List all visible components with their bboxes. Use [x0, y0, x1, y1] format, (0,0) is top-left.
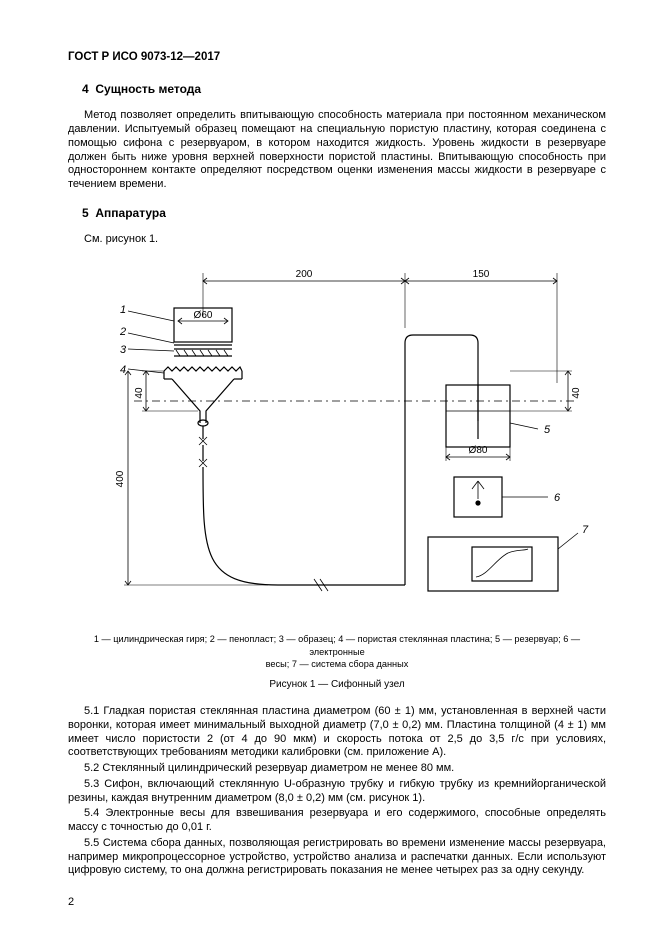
- section-5-num: 5: [82, 206, 89, 220]
- dim-40-left: 40: [134, 387, 145, 399]
- dim-200: 200: [296, 269, 313, 280]
- section-4-num: 4: [82, 82, 89, 96]
- figure-reference: См. рисунок 1.: [68, 233, 606, 247]
- page-number: 2: [68, 896, 74, 910]
- section-4-text: Метод позволяет определить впитывающую с…: [68, 109, 606, 192]
- para-5-2: 5.2 Стеклянный цилиндрический резервуар …: [68, 762, 606, 776]
- label-3: 3: [120, 344, 127, 356]
- dim-400: 400: [115, 470, 126, 487]
- figure-legend: 1 — цилиндрическая гиря; 2 — пенопласт; …: [68, 633, 606, 670]
- section-5-title: Аппаратура: [95, 206, 166, 220]
- dim-40-right: 40: [571, 387, 582, 399]
- dim-d60: Ø60: [194, 310, 213, 321]
- section-4-title: Сущность метода: [95, 82, 201, 96]
- para-5-1: 5.1 Гладкая пористая стеклянная пластина…: [68, 705, 606, 760]
- para-5-3: 5.3 Сифон, включающий стеклянную U-образ…: [68, 778, 606, 806]
- figure-caption: Рисунок 1 — Сифонный узел: [68, 679, 606, 692]
- legend-line-1: 1 — цилиндрическая гиря; 2 — пенопласт; …: [94, 634, 580, 656]
- figure-1: 200 150 Ø60: [68, 253, 606, 628]
- label-2: 2: [119, 326, 126, 338]
- para-5-5: 5.5 Система сбора данных, позволяющая ре…: [68, 837, 606, 878]
- label-6: 6: [554, 492, 561, 504]
- label-1: 1: [120, 304, 126, 316]
- label-4: 4: [120, 364, 126, 376]
- apparatus-diagram: 200 150 Ø60: [68, 253, 606, 623]
- document-id: ГОСТ Р ИСО 9073-12—2017: [68, 50, 606, 64]
- para-5-4: 5.4 Электронные весы для взвешивания рез…: [68, 807, 606, 835]
- dim-d80: Ø80: [469, 445, 488, 456]
- label-7: 7: [582, 524, 589, 536]
- section-5-heading: 5 Аппаратура: [82, 206, 606, 221]
- legend-line-2: весы; 7 — система сбора данных: [266, 659, 409, 669]
- section-4-heading: 4 Сущность метода: [82, 82, 606, 97]
- dim-150: 150: [473, 269, 490, 280]
- label-5: 5: [544, 424, 551, 436]
